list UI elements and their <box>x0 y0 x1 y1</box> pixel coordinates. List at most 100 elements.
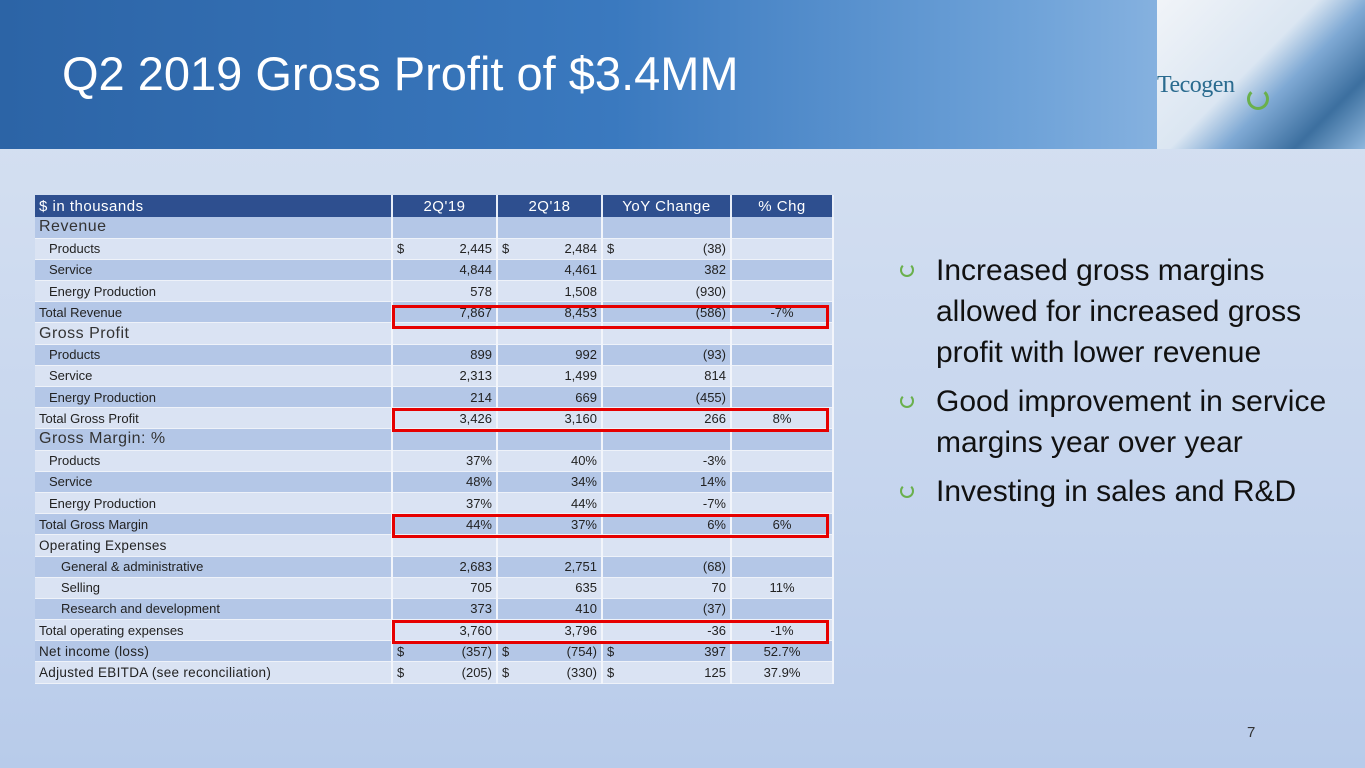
value-cell: 3,760 <box>392 619 498 642</box>
value-cell: 382 <box>602 259 732 282</box>
row-label: Products <box>35 238 393 260</box>
currency-symbol: $ <box>607 643 615 659</box>
value-cell: $ (754) <box>497 640 603 663</box>
row-label: Gross Margin: % <box>35 428 393 451</box>
table-row: Operating Expenses <box>35 534 834 557</box>
table-row: Adjusted EBITDA (see reconciliation) $ (20… <box>35 661 834 684</box>
row-label: Selling <box>35 577 393 599</box>
currency-symbol: $ <box>502 241 510 257</box>
pct-cell <box>731 450 834 472</box>
pct-cell <box>731 344 834 366</box>
value-cell: 578 <box>392 280 498 303</box>
row-label: Total Gross Margin <box>35 513 393 536</box>
pct-cell <box>731 556 834 578</box>
row-label: Energy Production <box>35 280 393 303</box>
value-cell: 37% <box>392 492 498 515</box>
bullet-list: Increased gross margins allowed for incr… <box>900 250 1340 520</box>
highlight-total-gross-profit <box>392 408 829 432</box>
bullet-item: Investing in sales and R&D <box>900 471 1340 512</box>
table-row: Net income (loss) $ (357) $ (754) $397 52.7% <box>35 640 834 663</box>
value-cell <box>392 534 498 557</box>
table-row: Research and development 373 410 (37) <box>35 598 834 621</box>
currency-symbol: $ <box>607 665 615 681</box>
page-number: 7 <box>1247 724 1256 741</box>
row-label: Service <box>35 471 393 493</box>
pct-cell <box>731 471 834 493</box>
table-row: Service 4,844 4,461 382 <box>35 259 834 282</box>
pct-cell <box>731 598 834 621</box>
highlight-total-opex <box>392 620 829 644</box>
value-cell: 214 <box>392 386 498 409</box>
value-cell: $ (205) <box>392 661 498 684</box>
value-cell <box>602 428 732 451</box>
table-row: Gross Margin: % <box>35 428 834 451</box>
value-cell <box>497 534 603 557</box>
bullet-icon <box>900 394 914 408</box>
bullet-text: Increased gross margins allowed for incr… <box>936 254 1302 369</box>
currency-symbol: $ <box>502 643 510 659</box>
row-label: Total Revenue <box>35 301 393 324</box>
pct-cell: 6% <box>731 513 834 536</box>
value-cell: -7% <box>602 492 732 515</box>
currency-symbol: $ <box>397 643 405 659</box>
logo-image: Tecogen <box>1157 0 1365 149</box>
pct-cell <box>731 386 834 409</box>
bullet-item: Increased gross margins allowed for incr… <box>900 250 1340 373</box>
value-cell: 373 <box>392 598 498 621</box>
row-label: Products <box>35 344 393 366</box>
financial-table: $ in thousands 2Q'19 2Q'18 YoY Change % … <box>35 195 834 684</box>
value-cell: -3% <box>602 450 732 472</box>
value-cell: $ (38) <box>602 238 732 260</box>
row-label: Products <box>35 450 393 472</box>
table-row: Selling 705 635 70 11% <box>35 577 834 599</box>
row-label: Revenue <box>35 217 393 239</box>
value-cell: 2,683 <box>392 556 498 578</box>
value-cell: (930) <box>602 280 732 303</box>
tecogen-logo: Tecogen <box>1157 72 1235 98</box>
title-banner <box>0 0 1365 149</box>
table-row: Revenue <box>35 217 834 239</box>
value-cell: $2,484 <box>497 238 603 260</box>
value-cell: $397 <box>602 640 732 663</box>
value-cell <box>392 217 498 239</box>
pct-cell <box>731 259 834 282</box>
slide-title: Q2 2019 Gross Profit of $3.4MM <box>62 47 739 100</box>
row-label: Total operating expenses <box>35 619 393 642</box>
value-cell: 705 <box>392 577 498 599</box>
row-label: Service <box>35 365 393 388</box>
currency-symbol: $ <box>397 241 405 257</box>
pct-cell <box>731 428 834 451</box>
table-row: Total Gross Margin 44% 37% 6% 6% <box>35 513 834 536</box>
row-label: General & administrative <box>35 556 393 578</box>
row-label: Energy Production <box>35 492 393 515</box>
row-label: Net income (loss) <box>35 640 393 663</box>
table-row: Products $2,445 $2,484 $ (38) <box>35 238 834 260</box>
value-cell: 992 <box>497 344 603 366</box>
value-cell: (93) <box>602 344 732 366</box>
leaf-icon <box>1247 88 1269 110</box>
pct-cell: -1% <box>731 619 834 642</box>
value-cell <box>392 428 498 451</box>
value-cell: 2,313 <box>392 365 498 388</box>
table-row: Products 899 992 (93) <box>35 344 834 366</box>
value-cell <box>497 428 603 451</box>
value-cell: 3,160 <box>497 407 603 430</box>
value-cell: $ (357) <box>392 640 498 663</box>
table-row: Service 2,313 1,499 814 <box>35 365 834 388</box>
pct-cell <box>731 492 834 515</box>
value-cell: 70 <box>602 577 732 599</box>
pct-cell <box>731 280 834 303</box>
row-label: Gross Profit <box>35 322 393 345</box>
table-row: Energy Production 214 669 (455) <box>35 386 834 409</box>
value-cell: 1,499 <box>497 365 603 388</box>
value-cell: 2,751 <box>497 556 603 578</box>
pct-cell <box>731 217 834 239</box>
header-yoy: YoY Change <box>602 195 732 217</box>
value-cell: 6% <box>602 513 732 536</box>
value-cell: -36 <box>602 619 732 642</box>
highlight-total-gross-margin <box>392 514 829 538</box>
pct-cell: 37.9% <box>731 661 834 684</box>
value-cell: 44% <box>392 513 498 536</box>
value-cell <box>602 217 732 239</box>
table-row: Products 37% 40% -3% <box>35 450 834 472</box>
